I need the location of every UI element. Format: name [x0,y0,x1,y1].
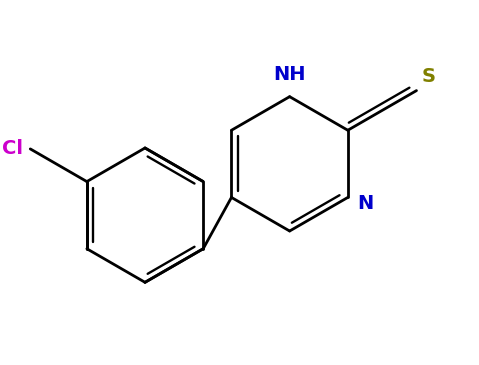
Text: N: N [357,193,374,212]
Text: NH: NH [274,65,306,84]
Text: Cl: Cl [2,139,23,158]
Text: S: S [421,67,435,86]
